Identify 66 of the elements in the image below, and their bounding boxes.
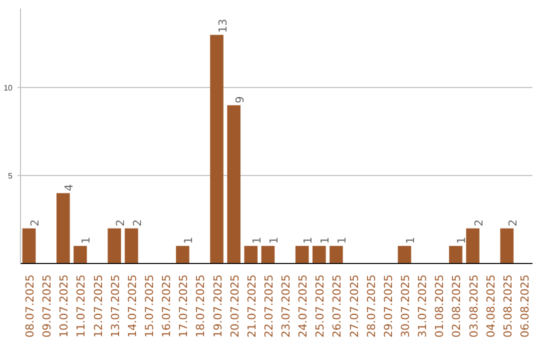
- data-label: 4: [62, 184, 76, 192]
- x-tick-label: 01.08.2025: [433, 274, 446, 338]
- x-tick-label: 26.07.2025: [330, 274, 344, 338]
- data-label: 2: [114, 219, 127, 226]
- data-label: 1: [267, 236, 280, 244]
- x-tick-label: 09.07.2025: [40, 274, 54, 338]
- x-tick-label: 29.07.2025: [382, 274, 395, 338]
- x-tick-label: 19.07.2025: [211, 274, 224, 338]
- x-tick-label: 15.07.2025: [143, 274, 156, 338]
- x-tick-label: 31.07.2025: [416, 274, 430, 338]
- bar: [330, 246, 343, 264]
- x-tick-label: 12.07.2025: [92, 274, 105, 338]
- bar: [210, 34, 224, 264]
- data-label: 9: [233, 96, 246, 104]
- x-tick-label: 25.07.2025: [314, 274, 327, 338]
- bar: [261, 246, 275, 264]
- x-tick-label: 21.07.2025: [245, 274, 258, 338]
- data-label: 2: [472, 219, 486, 226]
- data-label: 1: [318, 236, 332, 244]
- bar: [449, 246, 462, 264]
- x-tick-label: 30.07.2025: [399, 274, 412, 338]
- x-tick-label: 10.07.2025: [58, 274, 71, 338]
- x-tick-label: 04.08.2025: [484, 274, 498, 338]
- bar: [398, 246, 412, 264]
- data-label: 1: [404, 236, 417, 244]
- data-label: 13: [216, 18, 230, 33]
- x-tick-label: 11.07.2025: [74, 274, 88, 338]
- data-label: 2: [130, 219, 144, 226]
- bar: [108, 228, 122, 264]
- y-tick-label: 10: [4, 84, 14, 93]
- bar: [176, 246, 190, 264]
- x-tick-label: 14.07.2025: [126, 274, 139, 338]
- x-tick-label: 22.07.2025: [262, 274, 276, 338]
- x-tick-label: 05.08.2025: [501, 274, 514, 338]
- data-label: 1: [182, 236, 196, 244]
- data-label: 1: [250, 236, 264, 244]
- data-label: 1: [302, 236, 315, 244]
- bar: [466, 228, 480, 264]
- bar: [295, 246, 309, 264]
- x-tick-label: 18.07.2025: [194, 274, 208, 338]
- data-label: 1: [455, 236, 468, 244]
- y-tick-label: 5: [8, 172, 14, 181]
- bar: [500, 228, 514, 264]
- data-label: 2: [506, 219, 520, 226]
- bar: [312, 246, 326, 264]
- x-tick-label: 08.07.2025: [24, 274, 37, 338]
- x-tick-label: 23.07.2025: [280, 274, 293, 338]
- bar: [124, 228, 138, 264]
- bar: [227, 105, 240, 264]
- x-tick-label: 28.07.2025: [364, 274, 378, 338]
- bar: [74, 246, 87, 264]
- x-tick-label: 16.07.2025: [160, 274, 174, 338]
- bar: [22, 228, 36, 264]
- x-tick-label: 24.07.2025: [296, 274, 310, 338]
- x-tick-label: 06.08.2025: [518, 274, 532, 338]
- x-tick-label: 02.08.2025: [450, 274, 464, 338]
- data-label: 1: [80, 236, 93, 244]
- x-tick-label: 03.08.2025: [467, 274, 480, 338]
- data-label: 2: [28, 219, 42, 226]
- x-tick-label: 17.07.2025: [177, 274, 190, 338]
- x-tick-label: 13.07.2025: [108, 274, 122, 338]
- data-label: 1: [336, 236, 349, 244]
- bar: [56, 193, 70, 264]
- bar: [244, 246, 258, 264]
- x-tick-label: 27.07.2025: [348, 274, 361, 338]
- x-tick-label: 20.07.2025: [228, 274, 242, 338]
